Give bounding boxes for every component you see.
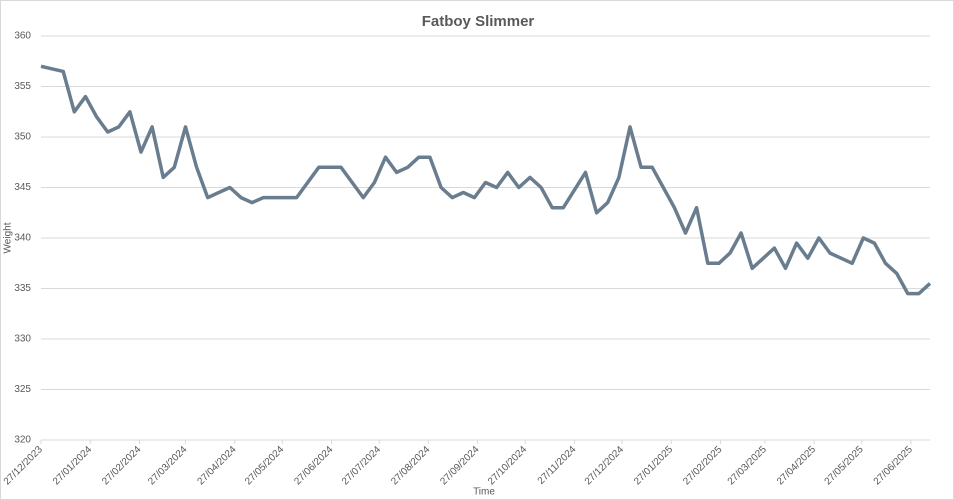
y-tick-label: 335: [14, 283, 31, 294]
y-tick-label: 355: [14, 81, 31, 92]
data-line: [40, 64, 932, 296]
y-tick-label: 345: [14, 182, 31, 193]
x-axis-label: Time: [473, 487, 495, 498]
y-tick-label: 350: [14, 132, 31, 143]
y-tick-label: 320: [14, 435, 31, 446]
y-axis-label: Weight: [3, 222, 14, 253]
y-tick-label: 325: [14, 384, 31, 395]
y-tick-label: 360: [14, 31, 31, 42]
y-tick-label: 340: [14, 233, 31, 244]
chart-title: Fatboy Slimmer: [422, 13, 535, 30]
y-tick-label: 330: [14, 334, 31, 345]
